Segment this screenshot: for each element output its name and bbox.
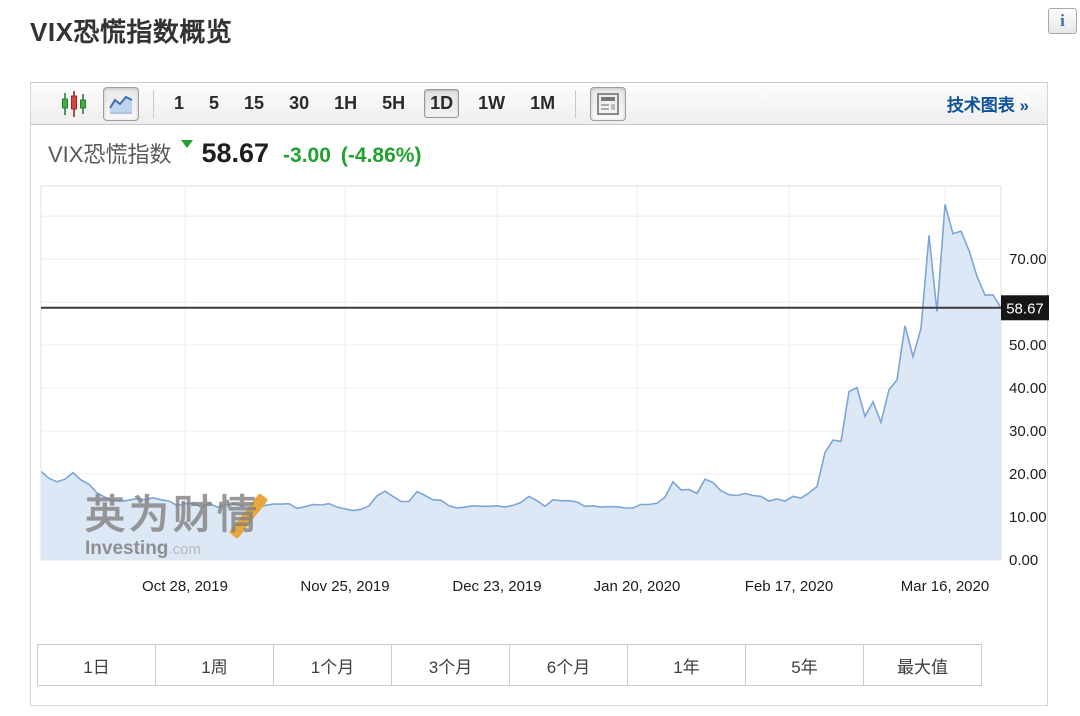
interval-button-15[interactable]: 15 xyxy=(244,93,265,113)
range-button-1个月[interactable]: 1个月 xyxy=(274,645,392,685)
x-tick-label: Oct 28, 2019 xyxy=(142,578,228,595)
area-chart-icon xyxy=(109,95,133,114)
info-icon: i xyxy=(1060,11,1065,30)
toolbar-divider xyxy=(575,89,577,118)
area-fill xyxy=(41,204,1001,560)
last-price: 58.67 xyxy=(201,138,270,168)
news-panel-icon xyxy=(597,92,620,115)
interval-button-1M[interactable]: 1M xyxy=(530,93,556,113)
x-tick-label: Feb 17, 2020 xyxy=(745,578,833,595)
info-button[interactable]: i xyxy=(1048,8,1077,34)
interval-button-1H[interactable]: 1H xyxy=(334,93,358,113)
plot-border xyxy=(40,185,1002,561)
range-button-最大值[interactable]: 最大值 xyxy=(864,645,981,685)
vix-area-chart: 0.00 10.00 20.00 30.00 40.00 50.00 70.00 Oct 28… xyxy=(40,185,1049,595)
y-tick-label: 0.00 xyxy=(1009,552,1038,569)
candlestick-chart-button[interactable] xyxy=(59,88,89,120)
chart-toolbar: 1 5 15 30 1H 5H 1D 1W 1M 技术图表 » xyxy=(31,83,1047,125)
y-tick-label: 50.00 xyxy=(1009,337,1047,354)
quote-header: VIX恐慌指数 58.67 -3.00 (-4.86%) xyxy=(48,137,421,169)
current-price-tag-label: 58.67 xyxy=(1006,300,1044,317)
interval-button-30[interactable]: 30 xyxy=(289,93,310,113)
y-tick-label: 40.00 xyxy=(1009,380,1047,397)
candlestick-icon xyxy=(62,90,86,117)
toolbar-divider xyxy=(153,89,154,118)
x-tick-label: Mar 16, 2020 xyxy=(901,578,989,595)
interval-button-5[interactable]: 5 xyxy=(209,93,220,113)
range-button-3个月[interactable]: 3个月 xyxy=(392,645,510,685)
range-selector: 1日 1周 1个月 3个月 6个月 1年 5年 最大值 xyxy=(37,644,982,686)
y-tick-label: 30.00 xyxy=(1009,423,1047,440)
news-panel-button[interactable] xyxy=(590,86,627,121)
range-button-6个月[interactable]: 6个月 xyxy=(510,645,628,685)
range-button-5年[interactable]: 5年 xyxy=(746,645,864,685)
x-tick-label: Jan 20, 2020 xyxy=(594,578,681,595)
interval-group: 1 5 15 30 1H 5H 1D 1W 1M xyxy=(168,89,561,118)
price-change-percent: (-4.86%) xyxy=(340,144,422,167)
interval-button-1[interactable]: 1 xyxy=(174,93,185,113)
x-tick-label: Nov 25, 2019 xyxy=(300,578,389,595)
page-title: VIX恐慌指数概览 xyxy=(30,17,233,47)
interval-button-1D[interactable]: 1D xyxy=(424,89,460,118)
y-tick-label: 10.00 xyxy=(1009,509,1047,526)
interval-button-5H[interactable]: 5H xyxy=(382,93,406,113)
area-chart-button[interactable] xyxy=(103,86,139,121)
interval-button-1W[interactable]: 1W xyxy=(478,93,506,113)
chart-widget: 1 5 15 30 1H 5H 1D 1W 1M 技术图表 » VIX恐慌指数 58.67 -3… xyxy=(30,82,1049,706)
range-button-1日[interactable]: 1日 xyxy=(38,645,156,685)
current-price-tag xyxy=(1001,295,1049,321)
x-tick-label: Dec 23, 2019 xyxy=(452,578,541,595)
range-button-1周[interactable]: 1周 xyxy=(156,645,274,685)
down-arrow-icon xyxy=(181,140,194,148)
range-button-1年[interactable]: 1年 xyxy=(628,645,746,685)
technical-chart-link[interactable]: 技术图表 » xyxy=(946,96,1029,115)
y-tick-label: 70.00 xyxy=(1009,251,1047,268)
y-tick-label: 20.00 xyxy=(1009,466,1047,483)
instrument-name: VIX恐慌指数 xyxy=(48,142,172,167)
price-change: -3.00 xyxy=(283,144,331,167)
price-line-series xyxy=(40,204,1002,512)
